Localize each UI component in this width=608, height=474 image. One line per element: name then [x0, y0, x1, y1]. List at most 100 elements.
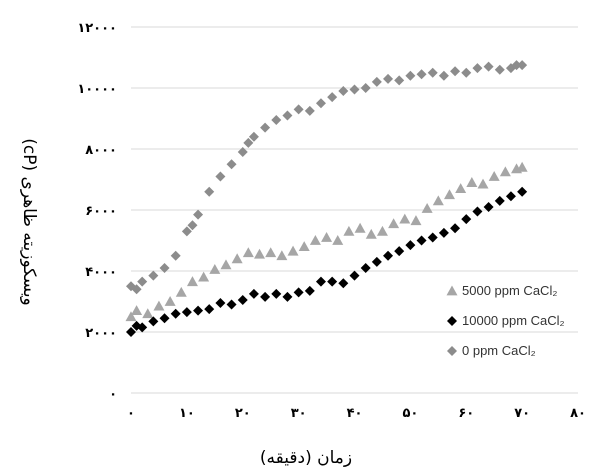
data-point [248, 131, 259, 142]
data-point [376, 225, 388, 236]
legend: 5000 ppm CaCl₂ 10000 ppm CaCl₂ 0 ppm CaCl₂ [446, 283, 565, 358]
data-point [405, 240, 416, 251]
data-point [175, 286, 187, 297]
data-point [494, 64, 505, 75]
legend-label: 0 ppm CaCl₂ [462, 343, 536, 358]
data-point [371, 76, 382, 87]
legend-marker [447, 316, 457, 326]
data-point [265, 247, 277, 258]
x-tick-label: ۲۰ [235, 406, 251, 421]
data-point [450, 223, 461, 234]
data-point [237, 147, 248, 158]
data-point [215, 298, 226, 309]
data-point [254, 248, 266, 259]
legend-label: 10000 ppm CaCl₂ [462, 313, 565, 328]
legend-marker [446, 285, 458, 296]
data-point [142, 308, 154, 319]
data-point [215, 171, 226, 182]
data-point [282, 110, 293, 121]
x-tick-label: ۳۰ [291, 406, 307, 421]
data-point [282, 291, 293, 302]
data-point [450, 66, 461, 77]
y-axis-label: ویسکوزیته ظاهری (cP) [19, 138, 39, 306]
data-point [472, 63, 483, 74]
data-point [315, 276, 326, 287]
data-point [338, 278, 349, 289]
data-point [204, 304, 215, 315]
y-tick-label: ۸۰۰۰ [85, 143, 117, 158]
data-point [438, 227, 449, 238]
x-axis-label: زمان (دقیقه) [260, 448, 352, 468]
data-point [383, 250, 394, 261]
data-point [371, 256, 382, 267]
data-point [237, 294, 248, 305]
x-tick-label: ۸۰ [570, 406, 586, 421]
data-point [365, 228, 377, 239]
data-point [505, 191, 516, 202]
data-point [298, 241, 310, 251]
data-point [170, 250, 181, 261]
series-0 [125, 161, 528, 322]
data-point [271, 288, 282, 299]
x-tick-labels: ۰ ۱۰ ۲۰ ۳۰ ۴۰ ۵۰ ۶۰ ۷۰ ۸۰ [127, 406, 586, 421]
data-point [472, 206, 483, 217]
data-point [517, 186, 528, 197]
data-point [455, 183, 467, 194]
data-point [427, 232, 438, 243]
x-tick-label: ۶۰ [458, 406, 474, 421]
data-point [304, 285, 315, 296]
data-point [383, 73, 394, 84]
data-point [517, 60, 528, 71]
data-point [125, 311, 137, 322]
data-point [209, 263, 221, 274]
data-point [198, 271, 210, 282]
data-point [516, 161, 528, 172]
legend-label: 5000 ppm CaCl₂ [462, 283, 557, 298]
data-point [181, 226, 192, 237]
data-point [164, 296, 176, 306]
data-point [148, 270, 159, 281]
x-tick-label: ۴۰ [347, 406, 363, 421]
data-point [388, 218, 400, 229]
data-point [226, 159, 237, 170]
data-point [193, 209, 204, 220]
data-point [438, 70, 449, 81]
data-series [125, 60, 528, 337]
data-point [488, 170, 500, 181]
data-point [443, 189, 455, 200]
data-point [153, 300, 165, 311]
y-tick-label: ۲۰۰۰ [85, 326, 117, 341]
data-point [416, 69, 427, 80]
data-point [416, 235, 427, 246]
data-point [220, 259, 232, 270]
data-point [131, 284, 142, 295]
data-point [360, 262, 371, 273]
data-point [287, 245, 299, 256]
series-2 [126, 60, 528, 295]
data-point [276, 250, 288, 261]
data-point [349, 84, 360, 95]
data-point [483, 61, 494, 72]
data-point [461, 67, 472, 78]
data-point [137, 322, 148, 333]
x-tick-label: ۱۰ [179, 406, 195, 421]
data-point [483, 201, 494, 212]
data-point [321, 231, 333, 242]
data-point [494, 195, 505, 206]
x-tick-label: ۰ [127, 406, 135, 421]
data-point [159, 262, 170, 273]
data-point [332, 235, 344, 245]
data-point [242, 247, 254, 258]
data-point [260, 291, 271, 302]
data-point [349, 270, 360, 281]
y-tick-label: ۱۲۰۰۰ [77, 21, 117, 36]
data-point [394, 246, 405, 257]
data-point [327, 92, 338, 103]
legend-marker [447, 346, 457, 356]
data-point [248, 288, 259, 299]
data-point [137, 276, 148, 287]
data-point [126, 327, 136, 337]
data-point [309, 235, 321, 245]
data-point [354, 222, 366, 233]
y-tick-label: ۴۰۰۰ [85, 265, 117, 280]
